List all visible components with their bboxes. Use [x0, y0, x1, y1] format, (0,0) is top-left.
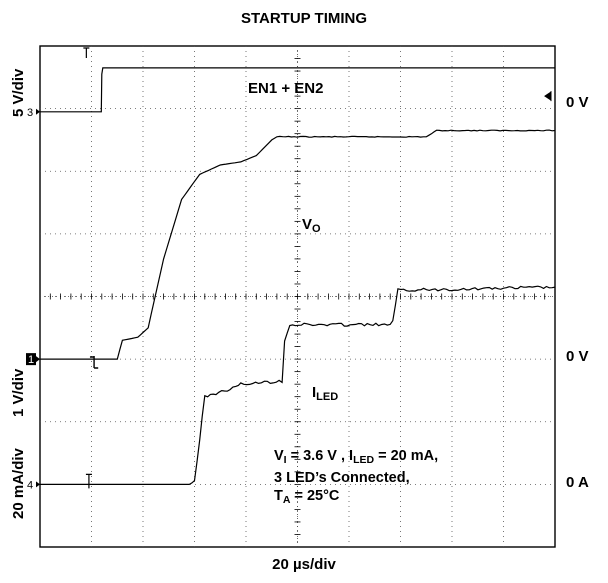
trigger-level-arrow [544, 91, 552, 102]
test-conditions: VI = 3.6 V , ILED = 20 mA, 3 LED’s Conne… [274, 447, 438, 509]
chart-title: STARTUP TIMING [240, 10, 368, 27]
trigger-marker-en [83, 47, 90, 58]
ch4-marker: 4 [27, 479, 40, 491]
ch4-ref-label: 0 A [566, 474, 589, 491]
trigger-marker-iled [85, 473, 92, 489]
ch1-ref-label: 0 V [566, 348, 589, 365]
ch3-ref-label: 0 V [566, 94, 589, 111]
iled-trace [40, 285, 556, 485]
ch1-marker: 1 [26, 353, 40, 366]
svg-text:1: 1 [28, 354, 34, 366]
iled-trace-label: ILED [312, 384, 339, 403]
vo-trace-label: VO [302, 216, 321, 235]
conditions-line-1: VI = 3.6 V , ILED = 20 mA, [274, 448, 439, 466]
vo-trace [40, 129, 556, 360]
ch3-marker: 3 [27, 107, 40, 119]
x-axis-label: 20 µs/div [272, 556, 336, 573]
en-trace-label: EN1 + EN2 [248, 80, 324, 97]
svg-text:4: 4 [27, 479, 33, 491]
conditions-line-3: TA = 25°C [274, 488, 340, 506]
svg-text:3: 3 [27, 107, 33, 119]
trigger-marker-vo [89, 355, 99, 369]
conditions-line-2: 3 LED’s Connected, [274, 470, 410, 486]
en-trace [40, 67, 555, 113]
